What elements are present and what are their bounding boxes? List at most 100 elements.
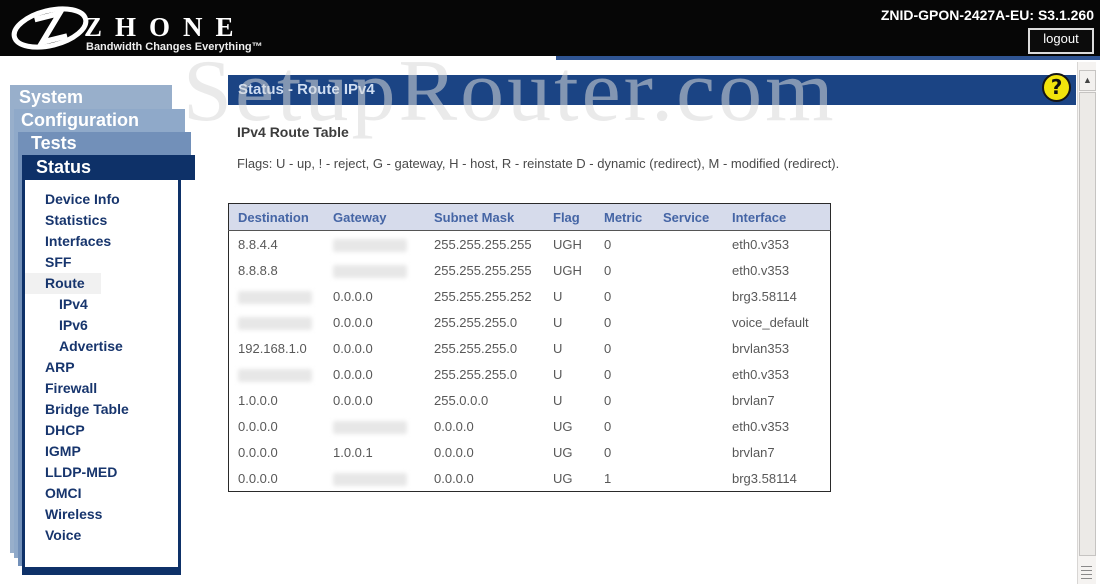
cell: 0: [604, 236, 612, 252]
cell: UG: [553, 444, 573, 460]
cell: 255.255.255.255: [434, 236, 532, 252]
route-table: Destination Gateway Subnet Mask Flag Metric S…: [228, 203, 831, 492]
cell: 8.8.4.4: [238, 236, 278, 252]
sidebar-item-ipv4[interactable]: IPv4: [59, 296, 88, 312]
scrollbar-thumb[interactable]: [1079, 92, 1096, 556]
sidebar-item-sff[interactable]: SFF: [45, 254, 72, 270]
cell: 1.0.0.0: [238, 392, 278, 408]
sidebar: System Configuration Tests Status Device In…: [0, 0, 200, 584]
redacted-value: [333, 420, 407, 434]
top-bar: ZHONE Bandwidth Changes Everything™ ZNID…: [0, 0, 1100, 56]
sidebar-item-lldp-med[interactable]: LLDP-MED: [45, 464, 118, 480]
cell: 255.255.255.252: [434, 288, 532, 304]
sidebar-tab-status[interactable]: Status: [22, 155, 195, 180]
redacted-value: [333, 238, 407, 252]
cell: 0: [604, 418, 612, 434]
cell: 0: [604, 444, 612, 460]
column-header-destination: Destination: [228, 203, 324, 231]
cell: [654, 283, 723, 309]
table-row: 192.168.1.0 0.0.0.0 255.255.255.0 U 0 brvlan3…: [229, 335, 831, 361]
sidebar-tab-system[interactable]: System: [10, 85, 172, 109]
cell-redacted: [324, 257, 425, 283]
cell: 255.255.255.255: [434, 262, 532, 278]
sidebar-item-statistics[interactable]: Statistics: [45, 212, 108, 228]
cell: 0: [604, 314, 612, 330]
cell: 0: [604, 288, 612, 304]
cell: 255.255.255.0: [434, 366, 518, 382]
redacted-value: [238, 290, 312, 304]
cell-redacted: [229, 283, 325, 309]
cell: 0: [604, 262, 612, 278]
table-row: 1.0.0.0 0.0.0.0 255.0.0.0 U 0 brvlan7: [229, 387, 831, 413]
page-title: Status - Route IPv4: [238, 81, 375, 98]
table-row: 0.0.0.0 1.0.0.1 0.0.0.0 UG 0 brvlan7: [229, 439, 831, 465]
page-header-bar: Status - Route IPv4 ?: [228, 73, 1076, 105]
table-row: 0.0.0.0 0.0.0.0 UG 0 eth0.v353: [229, 413, 831, 439]
cell: [654, 413, 723, 439]
flags-legend: Flags: U - up, ! - reject, G - gateway, …: [237, 156, 840, 171]
sidebar-item-advertise[interactable]: Advertise: [59, 338, 123, 354]
sidebar-item-voice[interactable]: Voice: [45, 527, 82, 543]
cell: 0.0.0.0: [333, 366, 373, 382]
cell: [654, 439, 723, 465]
sidebar-item-route[interactable]: Route: [25, 273, 101, 294]
table-row: 0.0.0.0 255.255.255.252 U 0 brg3.58114: [229, 283, 831, 309]
sidebar-menu: Device Info Statistics Interfaces SFF Route I…: [25, 180, 178, 567]
resize-grip-icon[interactable]: [1080, 563, 1093, 579]
cell: brvlan353: [732, 340, 790, 356]
cell: 255.0.0.0: [434, 392, 489, 408]
column-header-gateway: Gateway: [324, 203, 425, 231]
cell: U: [553, 340, 563, 356]
logout-button[interactable]: logout: [1028, 28, 1094, 54]
scroll-up-icon[interactable]: ▲: [1079, 70, 1096, 91]
cell: [654, 309, 723, 335]
redacted-value: [333, 472, 407, 486]
sidebar-item-arp[interactable]: ARP: [45, 359, 75, 375]
cell: 0.0.0.0: [238, 418, 278, 434]
cell: 0: [604, 392, 612, 408]
cell: [654, 361, 723, 387]
sidebar-item-dhcp[interactable]: DHCP: [45, 422, 85, 438]
cell: U: [553, 392, 563, 408]
vertical-scrollbar[interactable]: ▲: [1077, 62, 1096, 584]
cell: UGH: [553, 236, 582, 252]
cell: 192.168.1.0: [238, 340, 307, 356]
sidebar-item-interfaces[interactable]: Interfaces: [45, 233, 112, 249]
sidebar-item-wireless[interactable]: Wireless: [45, 506, 103, 522]
sidebar-item-igmp[interactable]: IGMP: [45, 443, 81, 459]
column-header-flag: Flag: [544, 203, 595, 231]
cell: 255.255.255.0: [434, 314, 518, 330]
cell: 0.0.0.0: [238, 444, 278, 460]
cell: 255.255.255.0: [434, 340, 518, 356]
cell-redacted: [324, 231, 425, 258]
sidebar-tab-tests[interactable]: Tests: [18, 132, 191, 155]
table-row: 8.8.8.8 255.255.255.255 UGH 0 eth0.v353: [229, 257, 831, 283]
cell: U: [553, 288, 563, 304]
cell: 8.8.8.8: [238, 262, 278, 278]
route-table-header-row: Destination Gateway Subnet Mask Flag Metric S…: [228, 203, 831, 231]
cell: 0.0.0.0: [434, 470, 474, 486]
sidebar-item-device-info[interactable]: Device Info: [45, 191, 120, 207]
cell-redacted: [324, 465, 425, 492]
sidebar-item-firewall[interactable]: Firewall: [45, 380, 98, 396]
redacted-value: [333, 264, 407, 278]
cell: brvlan7: [732, 444, 775, 460]
sidebar-item-omci[interactable]: OMCI: [45, 485, 82, 501]
sidebar-item-ipv6[interactable]: IPv6: [59, 317, 88, 333]
cell: [654, 387, 723, 413]
sidebar-tab-configuration[interactable]: Configuration: [14, 109, 185, 132]
column-header-service: Service: [654, 203, 723, 231]
cell: UGH: [553, 262, 582, 278]
section-title: IPv4 Route Table: [237, 124, 349, 140]
help-icon[interactable]: ?: [1042, 73, 1071, 102]
brand-tagline: Bandwidth Changes Everything™: [86, 41, 263, 53]
cell: 0.0.0.0: [333, 314, 373, 330]
table-row: 0.0.0.0 255.255.255.0 U 0 eth0.v353: [229, 361, 831, 387]
redacted-value: [238, 368, 312, 382]
cell: [654, 257, 723, 283]
sidebar-item-bridge-table[interactable]: Bridge Table: [45, 401, 129, 417]
column-header-interface: Interface: [723, 203, 831, 231]
table-row: 0.0.0.0 255.255.255.0 U 0 voice_default: [229, 309, 831, 335]
header-divider: [556, 56, 1100, 60]
